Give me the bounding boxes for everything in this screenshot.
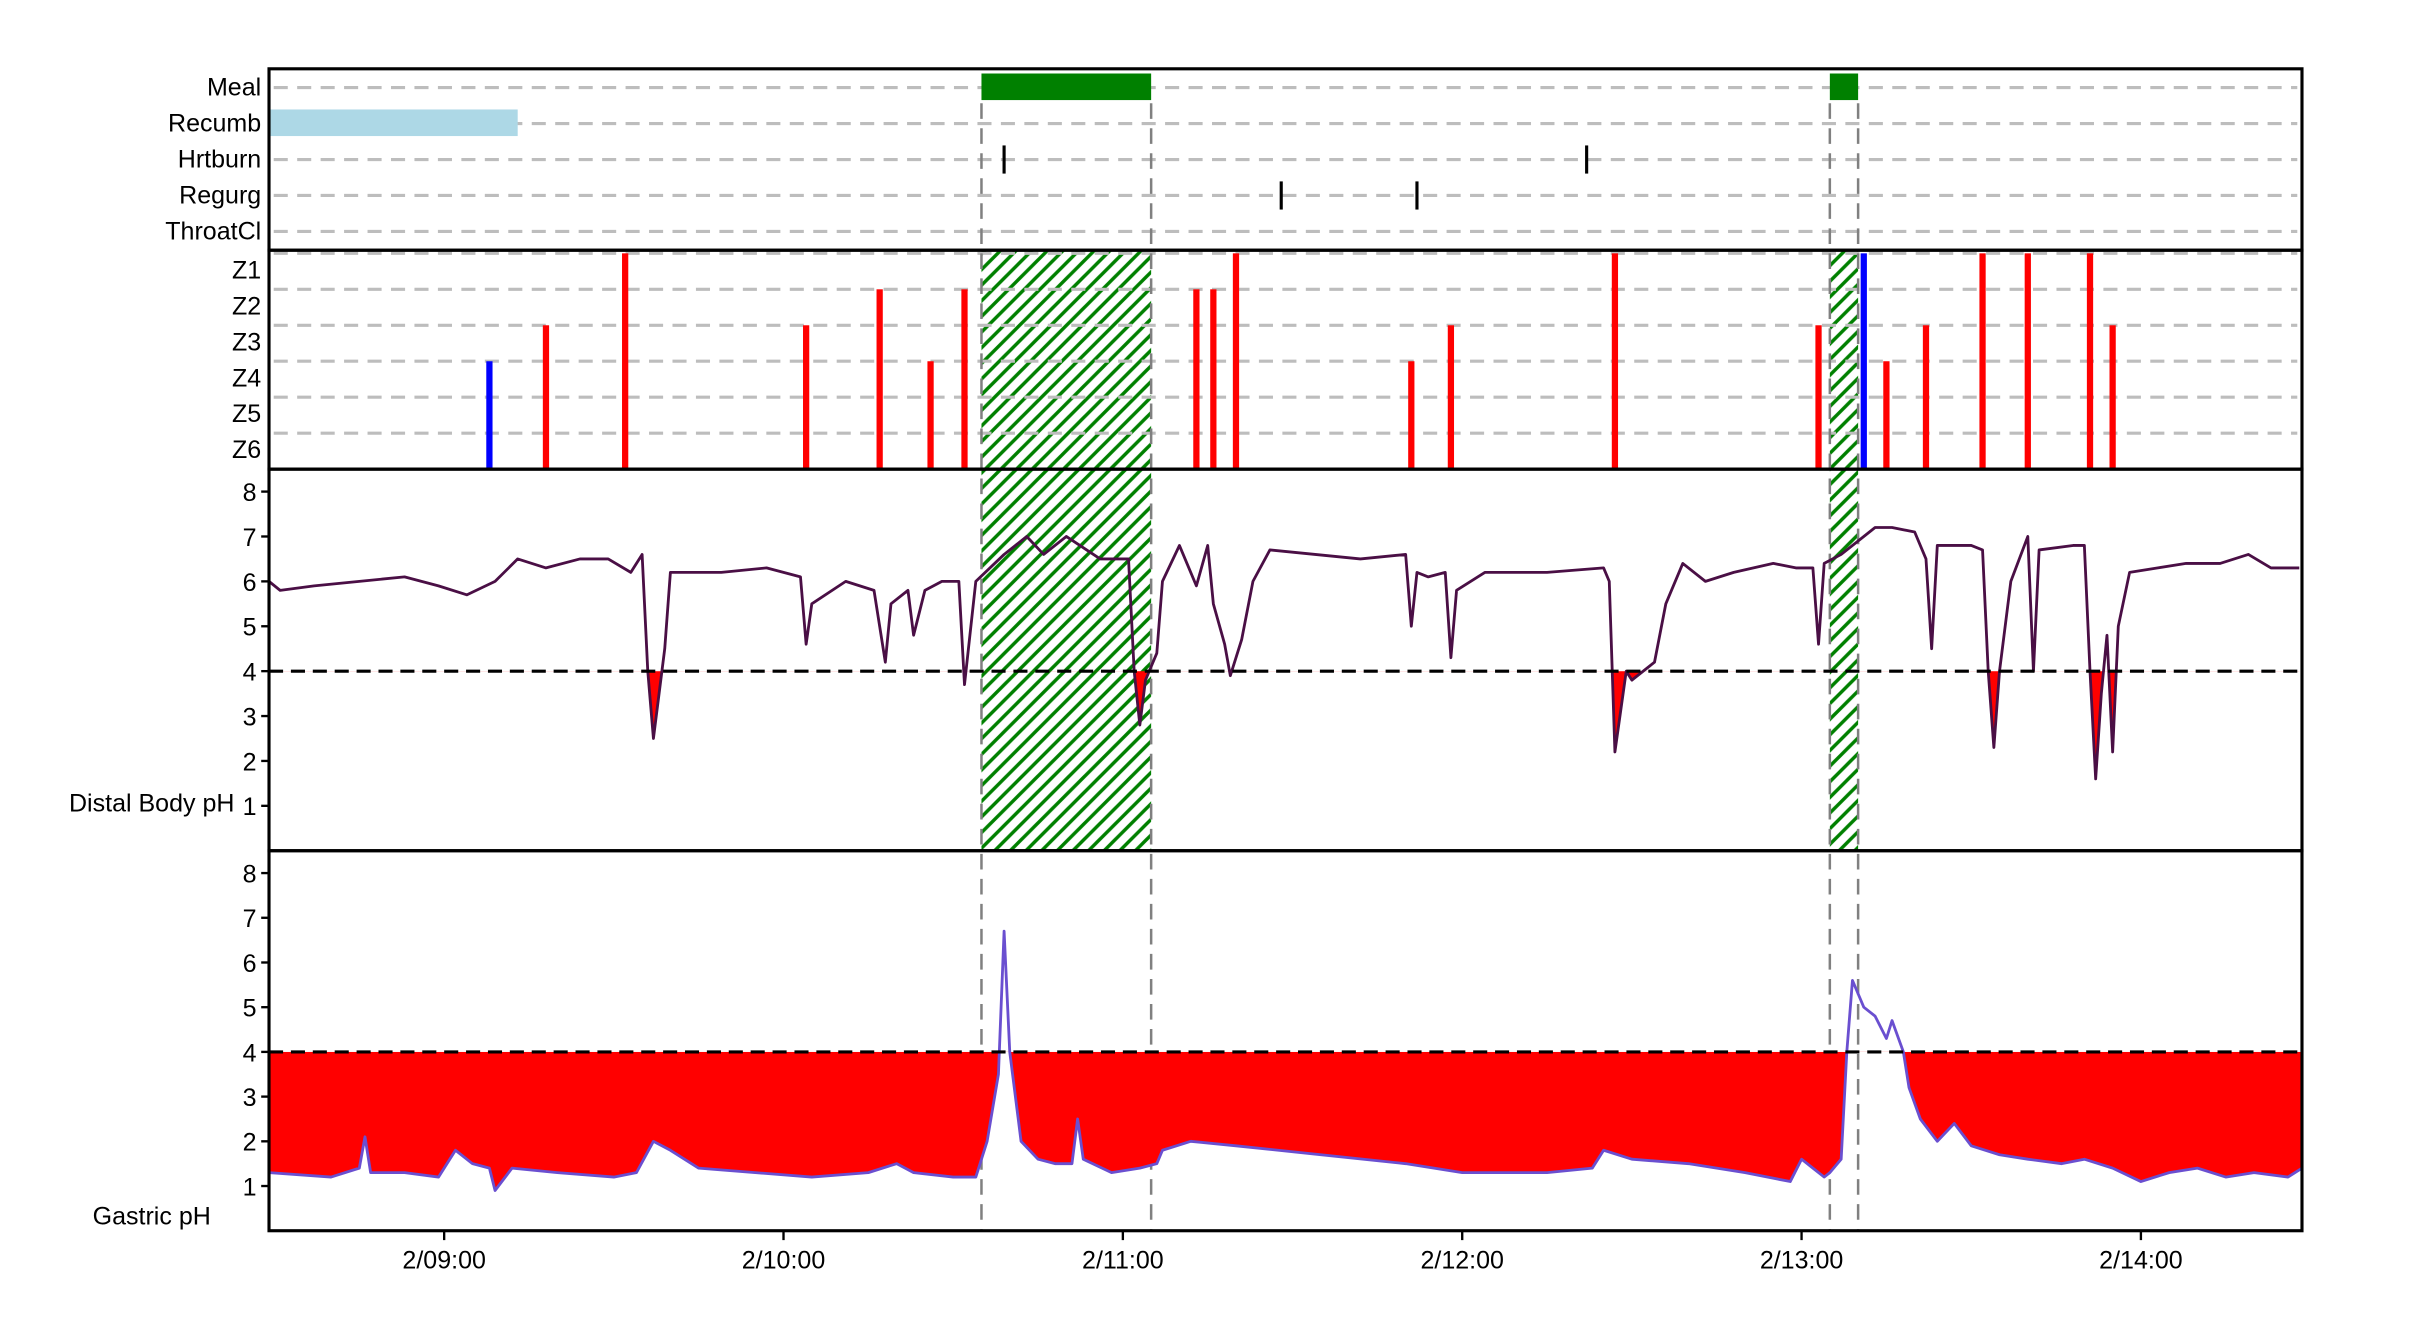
y-tick-label: 6 bbox=[243, 950, 257, 978]
impedance-row-label: Z6 bbox=[232, 436, 261, 464]
impedance-event-bar bbox=[803, 325, 810, 470]
impedance-event-bar bbox=[961, 289, 968, 470]
impedance-event-bar bbox=[1815, 325, 1822, 470]
gastric-ph-panel-line bbox=[268, 929, 2303, 1192]
impedance-row-label: Z1 bbox=[232, 256, 261, 284]
y-tick-label: 7 bbox=[243, 524, 257, 552]
y-tick-label: 8 bbox=[243, 479, 257, 507]
x-tick-label: 2/12:00 bbox=[1420, 1246, 1503, 1274]
impedance-event-bar bbox=[1860, 253, 1867, 470]
y-tick-label: 7 bbox=[243, 905, 257, 933]
y-tick-label: 3 bbox=[243, 1084, 257, 1112]
impedance-event-bar bbox=[1979, 253, 1986, 470]
impedance-event-bar bbox=[486, 361, 493, 470]
y-tick-label: 2 bbox=[243, 1129, 257, 1157]
impedance-event-bar bbox=[1210, 289, 1217, 470]
impedance-event-bar bbox=[1611, 253, 1619, 470]
y-tick-label: 5 bbox=[243, 995, 257, 1023]
event-row-label: Recumb bbox=[168, 109, 261, 137]
acid-exposure-fill bbox=[269, 1051, 2302, 1191]
impedance-event-bar bbox=[1232, 253, 1240, 470]
impedance-event-bar bbox=[1408, 361, 1415, 470]
recumbent-bar bbox=[269, 109, 518, 137]
event-row-label: Hrtburn bbox=[178, 145, 261, 173]
y-tick-label: 4 bbox=[243, 659, 257, 687]
impedance-event-bar bbox=[876, 289, 883, 470]
y-tick-label: 5 bbox=[243, 614, 257, 642]
impedance-event-bar bbox=[927, 361, 934, 470]
impedance-event-bar bbox=[1447, 325, 1455, 470]
y-tick-label: 2 bbox=[243, 748, 257, 776]
x-tick-label: 2/11:00 bbox=[1082, 1246, 1164, 1274]
event-row-label: Meal bbox=[207, 73, 261, 101]
y-tick-label: 6 bbox=[243, 569, 257, 597]
impedance-row-label: Z5 bbox=[232, 400, 261, 428]
impedance-row-label: Z4 bbox=[232, 364, 261, 392]
impedance-event-bar bbox=[622, 253, 629, 470]
impedance-event-bar bbox=[2109, 325, 2116, 470]
x-tick-label: 2/14:00 bbox=[2099, 1246, 2182, 1274]
y-tick-label: 3 bbox=[243, 703, 257, 731]
impedance-event-bar bbox=[1193, 289, 1200, 470]
impedance-event-bar bbox=[2086, 253, 2094, 470]
impedance-row-label: Z2 bbox=[232, 292, 261, 320]
meal-bar bbox=[981, 73, 1152, 101]
impedance-event-bar bbox=[1922, 325, 1930, 470]
y-tick-label: 1 bbox=[243, 1173, 257, 1201]
panel-frame bbox=[267, 467, 2304, 853]
meal-bar bbox=[1829, 73, 1859, 101]
x-tick-label: 2/13:00 bbox=[1760, 1246, 1843, 1274]
impedance-event-bar bbox=[1883, 361, 1890, 470]
x-tick-label: 2/10:00 bbox=[742, 1246, 825, 1274]
y-tick-label: 8 bbox=[243, 860, 257, 888]
distal-ph-panel-line bbox=[268, 526, 2300, 781]
impedance-row-label: Z3 bbox=[232, 328, 261, 356]
event-row-label: ThroatCl bbox=[165, 217, 261, 245]
y-tick-label: 4 bbox=[243, 1039, 257, 1067]
impedance-event-bar bbox=[2024, 253, 2031, 470]
y-tick-label: 1 bbox=[243, 793, 257, 821]
gastric-ph-axis-label: Gastric pH bbox=[93, 1202, 211, 1230]
x-tick-label: 2/09:00 bbox=[402, 1246, 485, 1274]
impedance-event-bar bbox=[542, 325, 550, 470]
panel-frame bbox=[267, 849, 2304, 1233]
event-row-label: Regurg bbox=[179, 181, 261, 209]
distal-ph-axis-label: Distal Body pH bbox=[69, 790, 234, 818]
